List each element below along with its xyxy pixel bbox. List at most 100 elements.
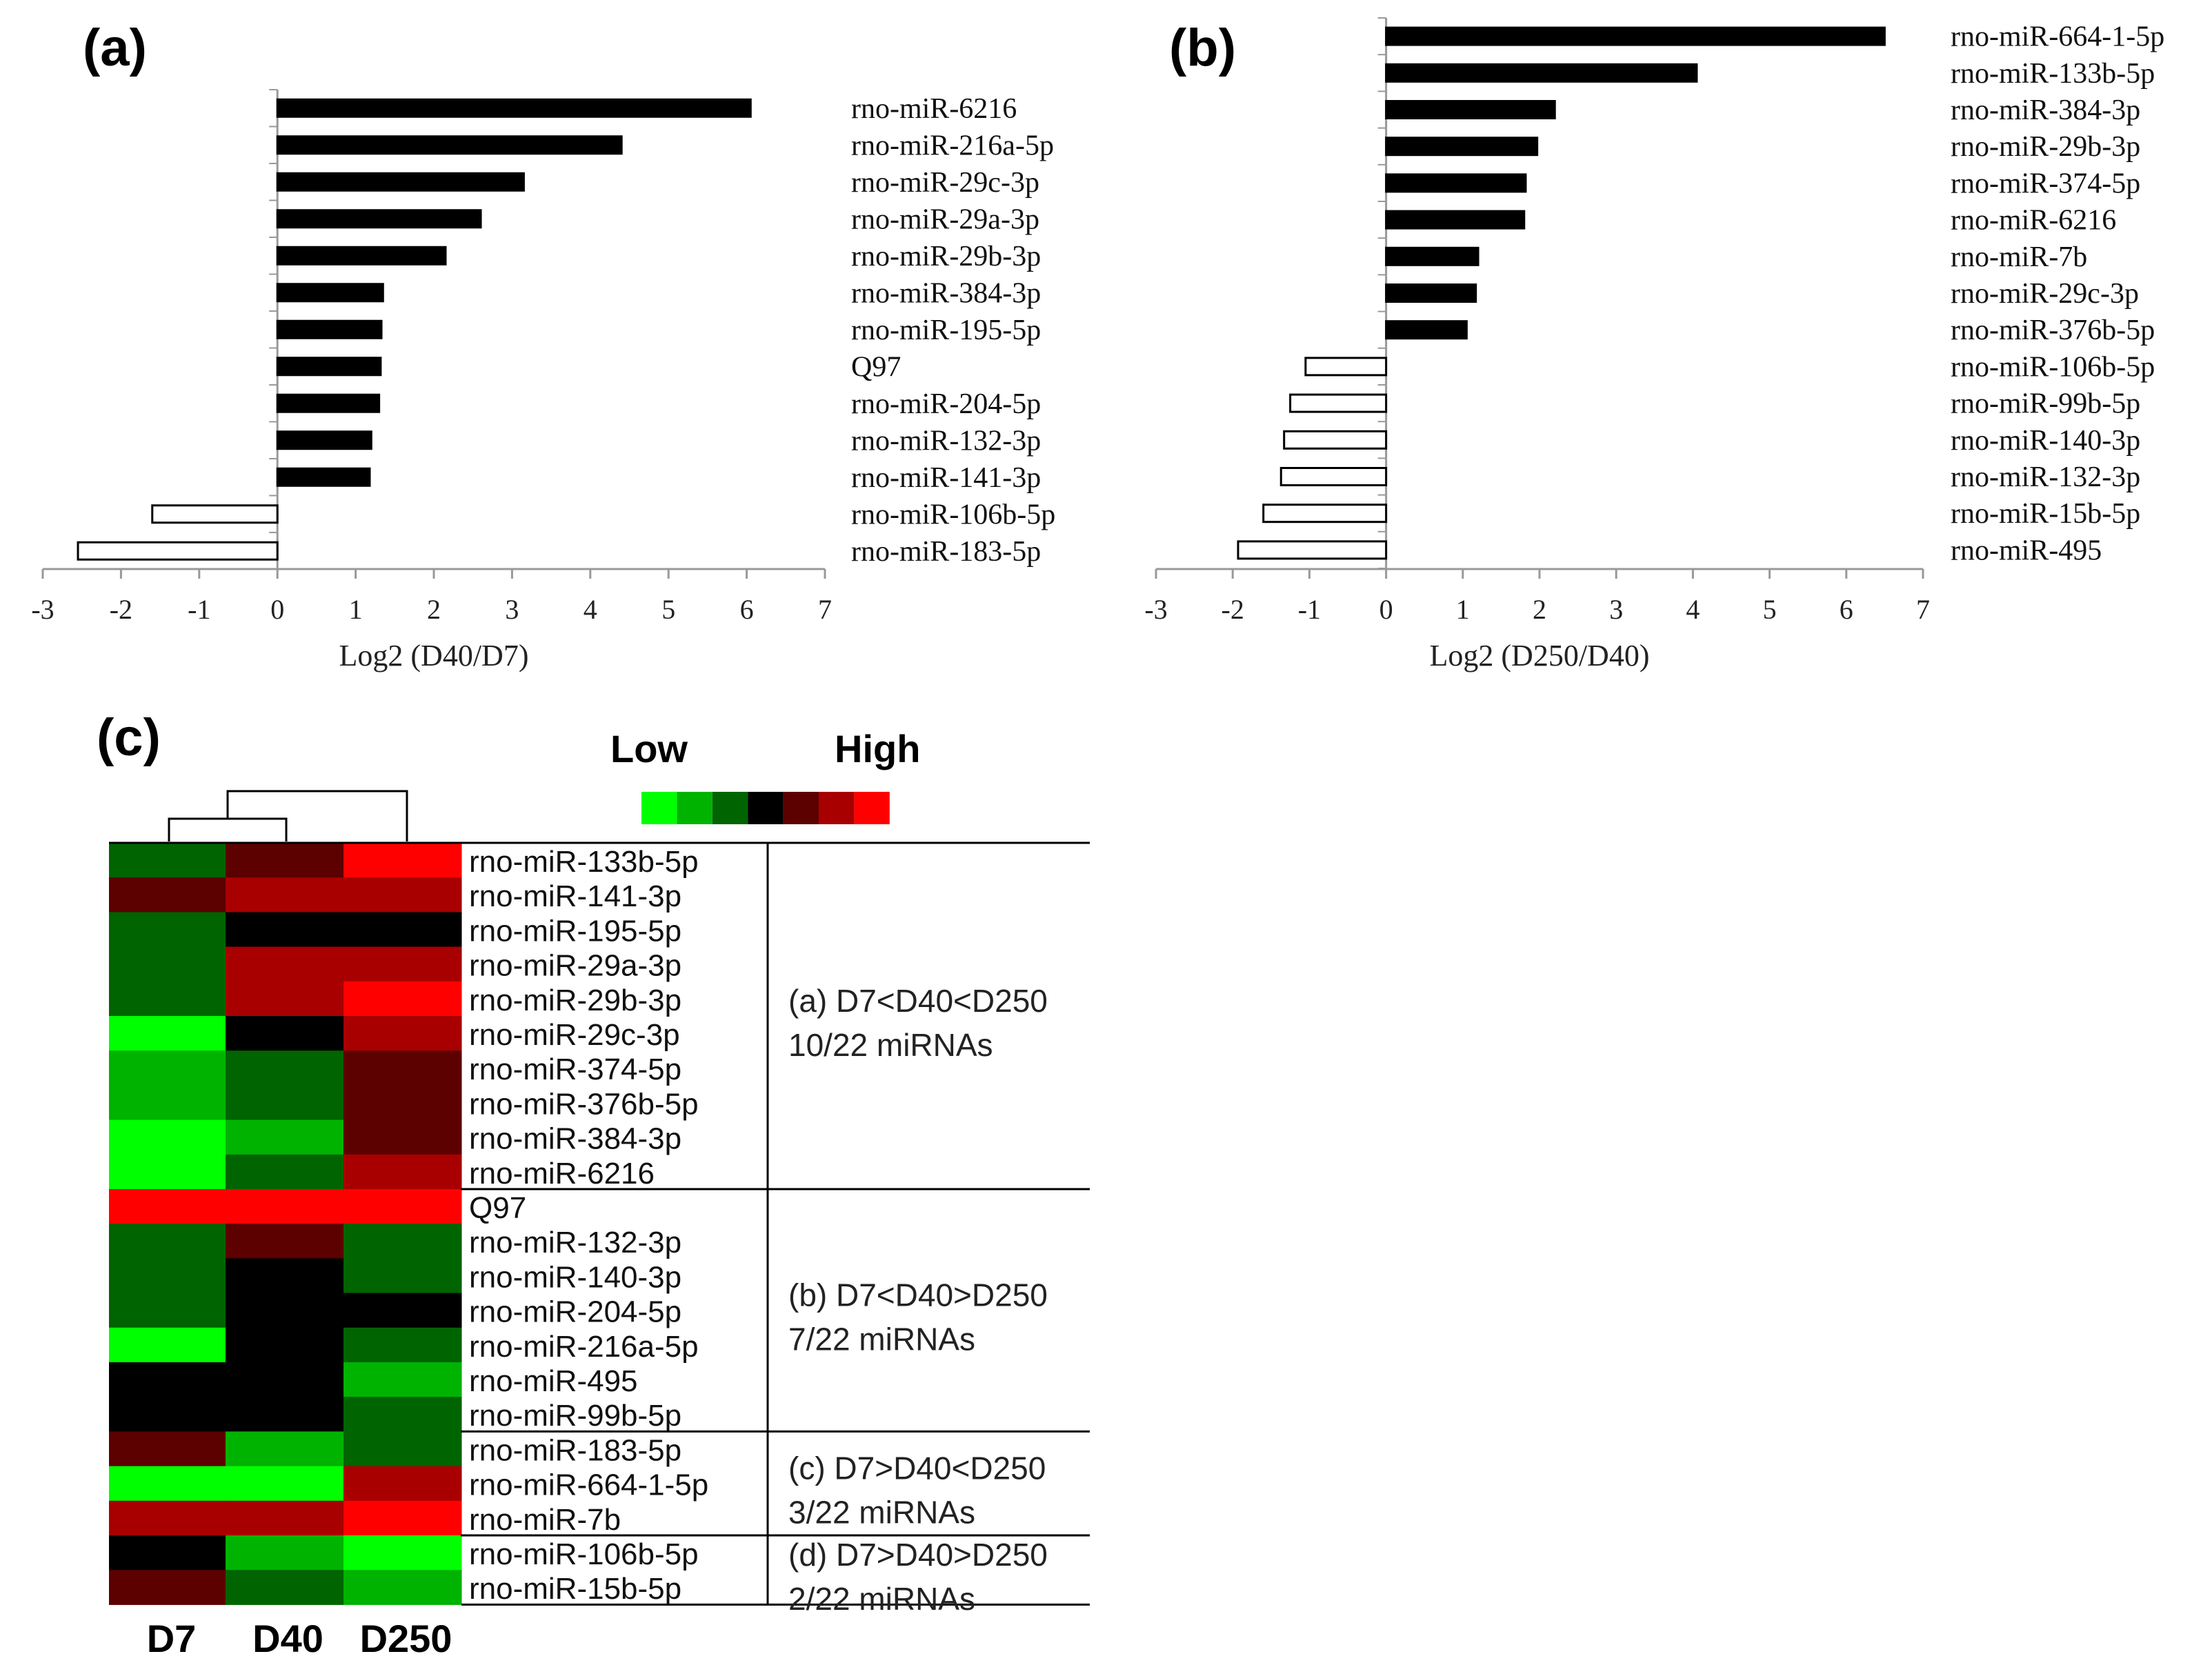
category-label: rno-miR-99b-5p [1951, 388, 2140, 420]
category-label: rno-miR-29c-3p [1951, 278, 2139, 310]
heatmap-cell [109, 1535, 228, 1571]
bar-rno-miR-29c-3p [276, 172, 525, 192]
panel-a-bar-chart: (a) -3 -2 -1 0 1 2 3 4 5 6 7 Log2 (D40/D7) rno-miR-6… [31, 19, 1055, 672]
category-label: rno-miR-376b-5p [1951, 315, 2155, 346]
row-label: rno-miR-374-5p [469, 1053, 681, 1086]
bar-rno-miR-29c-3p [1385, 283, 1477, 303]
x-tick-label: 5 [661, 594, 675, 625]
row-label: rno-miR-29b-3p [469, 984, 681, 1017]
heatmap-cell [226, 1431, 344, 1467]
heatmap-cell [343, 1016, 462, 1051]
legend-swatch [641, 792, 677, 824]
heatmap-cell [109, 1154, 228, 1190]
x-tick-label: 1 [1456, 594, 1470, 625]
heatmap-cell [109, 912, 228, 948]
bar-rno-miR-6216 [276, 98, 752, 118]
heatmap-cell [109, 1466, 228, 1502]
category-label: rno-miR-664-1-5p [1951, 21, 2164, 53]
x-tick-label: 2 [1533, 594, 1546, 625]
bar-rno-miR-132-3p [1279, 467, 1388, 486]
x-tick-label: -3 [31, 594, 54, 625]
category-label: rno-miR-384-3p [851, 277, 1041, 309]
category-label: rno-miR-204-5p [851, 388, 1041, 420]
heatmap-cell [343, 1466, 462, 1502]
x-tick-label: -1 [188, 594, 210, 625]
heatmap-cell [343, 1050, 462, 1086]
x-axis-title: Log2 (D40/D7) [339, 639, 529, 672]
category-label: rno-miR-495 [1951, 535, 2102, 566]
row-label: rno-miR-132-3p [469, 1226, 681, 1259]
heatmap-cell [109, 1050, 228, 1086]
heatmap-cell [343, 1570, 462, 1605]
bar-rno-miR-384-3p [1385, 100, 1556, 119]
row-label: rno-miR-495 [469, 1364, 638, 1398]
heatmap-cell [226, 1397, 344, 1432]
category-label: rno-miR-195-5p [851, 315, 1041, 346]
category-label: rno-miR-141-3p [851, 462, 1041, 494]
heatmap-cell [343, 1189, 462, 1224]
column-dendrogram [168, 790, 408, 841]
category-label: rno-miR-29c-3p [851, 167, 1039, 199]
heatmap-cell [343, 1535, 462, 1571]
x-tick-label: 4 [1686, 594, 1700, 625]
group-count: 7/22 miRNAs [788, 1322, 975, 1357]
x-tick-label: -3 [1144, 594, 1167, 625]
legend-swatch [819, 792, 855, 824]
bar-rno-miR-664-1-5p [1385, 26, 1886, 46]
group-count: 2/22 miRNAs [788, 1581, 975, 1617]
x-tick-label: 4 [584, 594, 597, 625]
heatmap-cell [109, 1258, 228, 1294]
panel-b-label: (b) [1169, 19, 1236, 77]
panel-b-bar-chart: (b) -3 -2 -1 0 1 2 3 4 5 6 7 Log2 (D250/D40) rno-miR… [1144, 17, 2164, 672]
heatmap-cell [226, 1293, 344, 1328]
bar-Q97 [276, 357, 382, 377]
heatmap-cell [109, 1327, 228, 1363]
x-tick-label: 7 [1916, 594, 1930, 625]
dendrogram-branch-d7-d40 [168, 817, 288, 841]
heatmap-cell [109, 843, 228, 878]
group-count: 3/22 miRNAs [788, 1495, 975, 1531]
row-label: rno-miR-106b-5p [469, 1537, 699, 1571]
bar-rno-miR-204-5p [276, 393, 381, 413]
row-label: rno-miR-7b [469, 1503, 621, 1537]
group-label: (d) D7>D40>D250 [788, 1537, 1048, 1573]
bar-rno-miR-183-5p [77, 541, 279, 561]
group-label: (c) D7>D40<D250 [788, 1451, 1046, 1486]
heatmap-cell [343, 843, 462, 878]
row-label: rno-miR-99b-5p [469, 1399, 681, 1433]
legend-high-label: High [835, 727, 920, 770]
row-label: rno-miR-15b-5p [469, 1572, 681, 1606]
heatmap-cell [109, 1500, 228, 1536]
x-tick-label: 6 [740, 594, 754, 625]
heatmap-cell [109, 877, 228, 913]
bar-rno-miR-141-3p [276, 467, 371, 487]
x-tick-label: 1 [349, 594, 363, 625]
panel-c-label: (c) [97, 708, 161, 767]
category-label: rno-miR-6216 [851, 93, 1017, 125]
heatmap-cell [109, 1293, 228, 1328]
bar-rno-miR-7b [1385, 246, 1479, 266]
legend-swatch [712, 792, 748, 824]
heatmap-cell [343, 1397, 462, 1432]
heatmap-cell [109, 1119, 228, 1155]
x-tick-label: 0 [1379, 594, 1393, 625]
row-label: rno-miR-195-5p [469, 914, 681, 948]
heatmap-cell [343, 912, 462, 948]
category-label: rno-miR-106b-5p [1951, 351, 2155, 383]
bar-rno-miR-132-3p [276, 430, 372, 450]
heatmap-cell [343, 1224, 462, 1259]
category-label: rno-miR-384-3p [1951, 94, 2140, 126]
heatmap-cell [109, 946, 228, 982]
bar-rno-miR-106b-5p [1304, 357, 1388, 377]
row-label: rno-miR-664-1-5p [469, 1468, 708, 1502]
legend-swatch [783, 792, 819, 824]
x-tick-label: 3 [1609, 594, 1623, 625]
heatmap-cell [226, 1258, 344, 1294]
bar-rno-miR-29b-3p [1385, 137, 1539, 157]
heatmap-cell [109, 1085, 228, 1121]
bar-rno-miR-216a-5p [276, 135, 623, 155]
row-label: rno-miR-6216 [469, 1157, 655, 1190]
heatmap-cell [226, 1189, 344, 1224]
heatmap-cell [109, 1397, 228, 1432]
heatmap-cell [226, 1570, 344, 1605]
